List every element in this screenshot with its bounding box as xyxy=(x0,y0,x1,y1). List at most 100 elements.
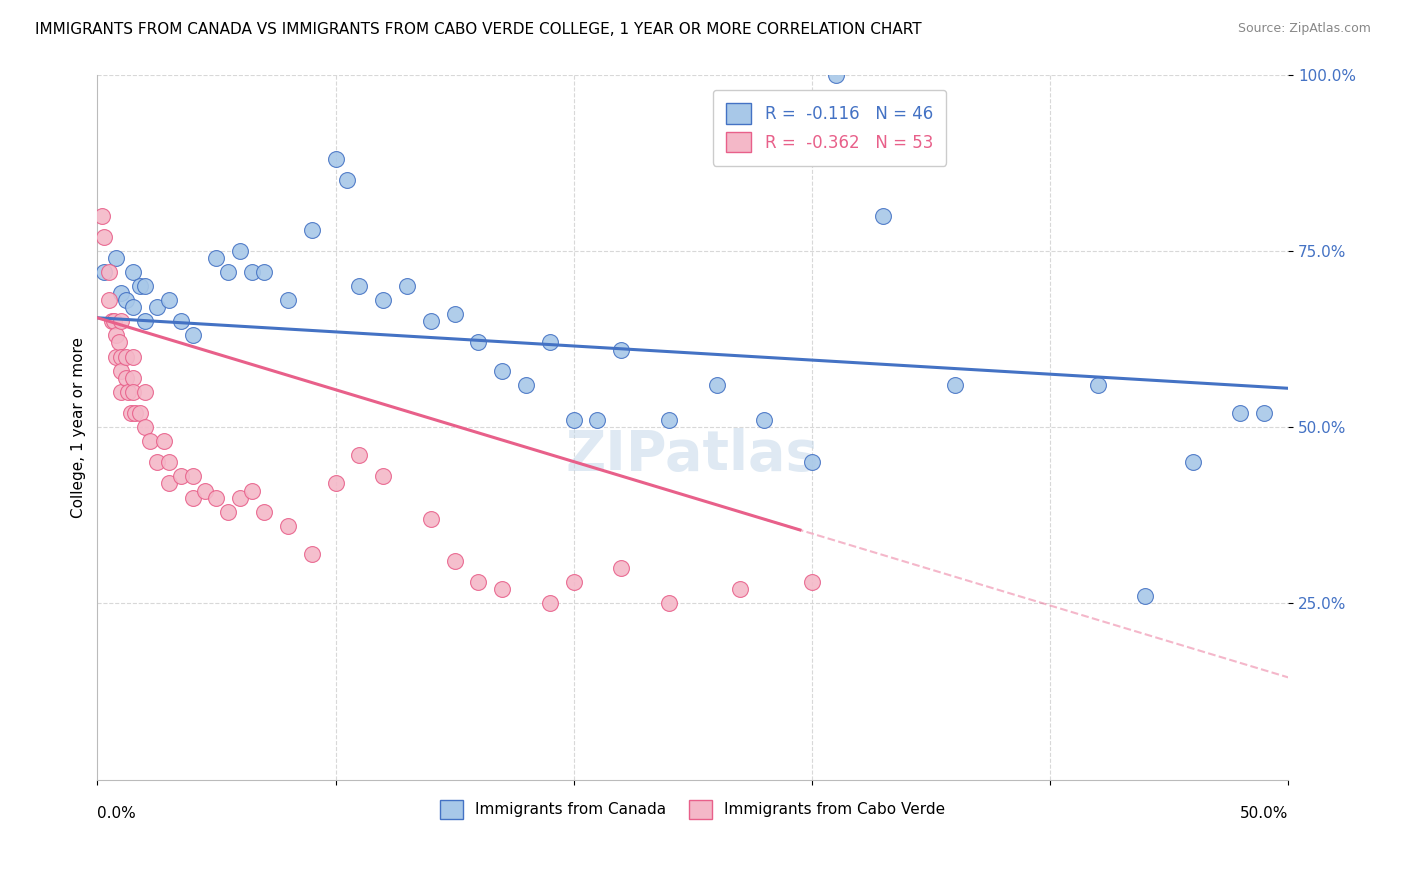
Point xyxy=(610,561,633,575)
Point xyxy=(93,229,115,244)
Point xyxy=(110,286,132,301)
Point xyxy=(538,335,561,350)
Point xyxy=(253,265,276,279)
Point xyxy=(105,350,128,364)
Point xyxy=(115,293,138,307)
Point xyxy=(193,483,215,498)
Point xyxy=(373,293,395,307)
Point xyxy=(730,582,752,597)
Point xyxy=(240,265,263,279)
Point xyxy=(181,469,204,483)
Point xyxy=(129,406,152,420)
Point xyxy=(91,209,114,223)
Point xyxy=(336,173,359,187)
Point xyxy=(181,491,204,505)
Point xyxy=(562,413,585,427)
Point xyxy=(107,335,129,350)
Point xyxy=(1135,589,1157,603)
Point xyxy=(419,314,441,328)
Point xyxy=(157,455,180,469)
Point xyxy=(943,377,966,392)
Point xyxy=(800,455,823,469)
Point xyxy=(586,413,609,427)
Point xyxy=(110,314,132,328)
Point xyxy=(229,244,252,258)
Point xyxy=(157,476,180,491)
Point xyxy=(100,314,122,328)
Point xyxy=(277,293,299,307)
Point xyxy=(610,343,633,357)
Text: 0.0%: 0.0% xyxy=(97,806,136,822)
Point xyxy=(1181,455,1204,469)
Legend: Immigrants from Canada, Immigrants from Cabo Verde: Immigrants from Canada, Immigrants from … xyxy=(434,794,952,825)
Point xyxy=(325,152,347,166)
Point xyxy=(240,483,263,498)
Point xyxy=(217,505,239,519)
Point xyxy=(217,265,239,279)
Point xyxy=(153,434,176,449)
Point xyxy=(706,377,728,392)
Point xyxy=(229,491,252,505)
Text: Source: ZipAtlas.com: Source: ZipAtlas.com xyxy=(1237,22,1371,36)
Point xyxy=(122,384,145,399)
Point xyxy=(538,596,561,610)
Point xyxy=(467,575,489,590)
Point xyxy=(122,370,145,384)
Point xyxy=(105,328,128,343)
Point xyxy=(146,300,169,314)
Point xyxy=(129,279,152,293)
Point xyxy=(419,512,441,526)
Point xyxy=(562,575,585,590)
Point xyxy=(122,350,145,364)
Point xyxy=(105,251,128,265)
Point xyxy=(754,413,776,427)
Point xyxy=(134,384,156,399)
Point xyxy=(658,596,681,610)
Point xyxy=(110,350,132,364)
Point xyxy=(395,279,418,293)
Point xyxy=(181,328,204,343)
Point xyxy=(824,68,846,82)
Point xyxy=(1087,377,1109,392)
Point xyxy=(277,518,299,533)
Point xyxy=(205,251,228,265)
Point xyxy=(110,384,132,399)
Point xyxy=(658,413,681,427)
Point xyxy=(110,364,132,378)
Point xyxy=(443,307,465,321)
Point xyxy=(349,279,371,293)
Point xyxy=(1229,406,1251,420)
Point xyxy=(157,293,180,307)
Point xyxy=(205,491,228,505)
Point xyxy=(800,575,823,590)
Point xyxy=(170,314,193,328)
Point xyxy=(98,265,121,279)
Point xyxy=(122,265,145,279)
Point xyxy=(117,384,139,399)
Point xyxy=(491,364,513,378)
Point xyxy=(120,406,142,420)
Point xyxy=(515,377,537,392)
Point xyxy=(1253,406,1275,420)
Point xyxy=(325,476,347,491)
Point xyxy=(491,582,513,597)
Text: IMMIGRANTS FROM CANADA VS IMMIGRANTS FROM CABO VERDE COLLEGE, 1 YEAR OR MORE COR: IMMIGRANTS FROM CANADA VS IMMIGRANTS FRO… xyxy=(35,22,922,37)
Point xyxy=(134,314,156,328)
Point xyxy=(98,293,121,307)
Point xyxy=(115,350,138,364)
Text: 50.0%: 50.0% xyxy=(1240,806,1288,822)
Point xyxy=(373,469,395,483)
Point xyxy=(103,314,125,328)
Point xyxy=(134,279,156,293)
Point xyxy=(443,554,465,568)
Point xyxy=(170,469,193,483)
Text: ZIPatlas: ZIPatlas xyxy=(567,428,820,483)
Point xyxy=(467,335,489,350)
Point xyxy=(301,222,323,236)
Point xyxy=(301,547,323,561)
Point xyxy=(349,448,371,462)
Point xyxy=(139,434,162,449)
Point xyxy=(253,505,276,519)
Y-axis label: College, 1 year or more: College, 1 year or more xyxy=(72,336,86,517)
Point xyxy=(872,209,894,223)
